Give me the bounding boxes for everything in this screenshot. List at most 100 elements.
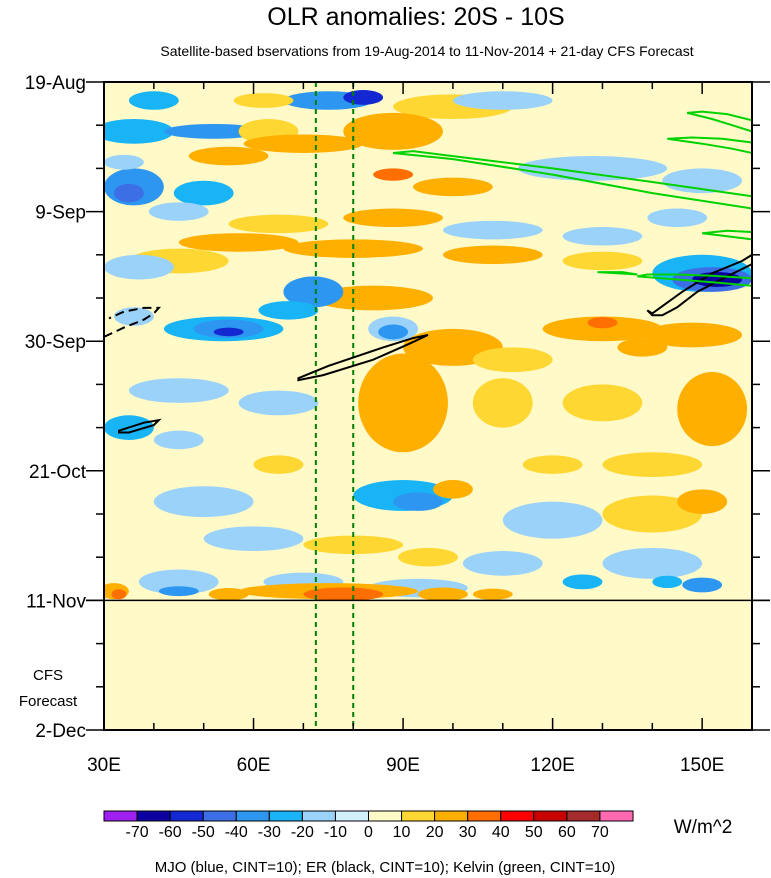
kelvin-contour (686, 110, 752, 133)
anomaly-patch (208, 588, 249, 601)
colorbar: -70 -60 -50 -40 -30 -20 -10 0 10 20 30 40 50 60 70 (103, 810, 634, 841)
anomaly-patch (562, 251, 643, 271)
er-contour (104, 306, 162, 338)
colorbar-label: -30 (258, 824, 281, 841)
anomaly-patch (358, 353, 448, 453)
colorbar-box (434, 810, 469, 822)
anomaly-patch (188, 146, 269, 166)
x-tick-label: 120E (530, 755, 574, 776)
colorbar-box (599, 810, 634, 822)
y-tick-label: 2-Dec (35, 721, 86, 742)
colorbar-label: 30 (459, 824, 477, 841)
anomaly-patch (104, 154, 144, 170)
kelvin-contour (667, 136, 752, 155)
anomaly-patch (253, 455, 304, 474)
y-tick-label: 30-Sep (25, 332, 86, 353)
kelvin-contour (702, 229, 752, 241)
colorbar-label: -60 (159, 824, 182, 841)
anomaly-patch (418, 587, 468, 602)
axes: 30E 60E 90E 120E 150E 19-Aug 9-Sep 30-Sep 21-Oct… (25, 73, 770, 776)
colorbar-box (566, 810, 601, 822)
x-tick-label: 150E (680, 755, 724, 776)
cfs-label-line1: CFS (33, 667, 63, 684)
anomaly-patch (517, 156, 668, 181)
anomaly-patch (243, 134, 364, 153)
anomaly-patch (472, 347, 553, 373)
contour-legend: MJO (blue, CINT=10); ER (black, CINT=10)… (155, 859, 616, 876)
colorbar-box (268, 810, 303, 822)
anomaly-patch (153, 430, 204, 450)
colorbar-box (467, 810, 502, 822)
anomaly-patch (682, 577, 723, 593)
kelvin-contour (637, 273, 752, 287)
colorbar-box (500, 810, 535, 822)
er-contour (297, 334, 429, 382)
anomaly-patch (647, 208, 708, 228)
anomaly-patch (472, 378, 533, 428)
colorbar-box (301, 810, 336, 822)
anomaly-patch (283, 276, 344, 308)
chart-title: OLR anomalies: 20S - 10S (267, 3, 564, 31)
x-tick-label: 30E (87, 755, 121, 776)
er-contour (118, 418, 162, 434)
anomaly-patch (677, 489, 728, 514)
anomaly-patch (393, 492, 443, 511)
anomaly-patch (562, 384, 643, 422)
colorbar-label: 10 (393, 824, 411, 841)
anomaly-patch (562, 574, 603, 590)
anomaly-patch (442, 220, 543, 240)
colorbar-box (368, 810, 403, 822)
anomaly-patch (258, 301, 319, 320)
plot-area (86, 81, 770, 731)
kelvin-contour (392, 150, 752, 210)
anomaly-patch (602, 495, 703, 533)
anomaly-patch (522, 455, 583, 474)
anomaly-patch (602, 452, 703, 477)
anomaly-patch (158, 586, 199, 597)
anomaly-patch (138, 569, 219, 595)
anomaly-patch (472, 588, 513, 600)
y-tick-label: 9-Sep (35, 203, 86, 224)
anomaly-patch (692, 402, 733, 440)
colorbar-label: -40 (225, 824, 248, 841)
cfs-label-line2: Forecast (19, 693, 78, 710)
anomaly-patch (128, 91, 179, 110)
y-tick-label: 21-Oct (29, 462, 87, 483)
anomaly-patch (233, 93, 294, 108)
colorbar-label: -50 (192, 824, 215, 841)
anomaly-patch (148, 202, 209, 221)
colorbar-label: -10 (324, 824, 347, 841)
colorbar-box (103, 810, 138, 822)
colorbar-box (401, 810, 436, 822)
colorbar-label: 20 (426, 824, 444, 841)
colorbar-label: -70 (126, 824, 149, 841)
anomaly-patch (442, 245, 543, 265)
anomaly-patch (652, 575, 683, 589)
anomaly-patch (163, 123, 264, 139)
colorbar-box (202, 810, 237, 822)
anomaly-patch (178, 233, 299, 252)
anomaly-patch (111, 589, 127, 600)
wave-contours (104, 110, 752, 434)
colorbar-label: 60 (558, 824, 576, 841)
anomaly-patch (373, 168, 414, 181)
anomaly-patch (203, 526, 304, 552)
colorbar-label: -20 (291, 824, 314, 841)
colorbar-label: 0 (364, 824, 373, 841)
anomaly-patch (343, 90, 384, 105)
anomaly-patch (562, 227, 643, 246)
anomaly-patch (542, 316, 663, 342)
anomaly-patch (343, 112, 443, 150)
colorbar-box (169, 810, 204, 822)
anomaly-patch (452, 91, 553, 110)
anomaly-patch (432, 480, 473, 499)
colorbar-box (136, 810, 171, 822)
y-tick-label: 11-Nov (26, 591, 86, 612)
chart-subtitle: Satellite-based bservations from 19-Aug-… (160, 43, 693, 59)
x-tick-label: 90E (386, 755, 420, 776)
colorbar-label: 40 (492, 824, 510, 841)
anomaly-patch (113, 183, 144, 203)
colorbar-box (235, 810, 270, 822)
anomaly-patch (228, 214, 329, 234)
kelvin-contour (597, 271, 638, 276)
